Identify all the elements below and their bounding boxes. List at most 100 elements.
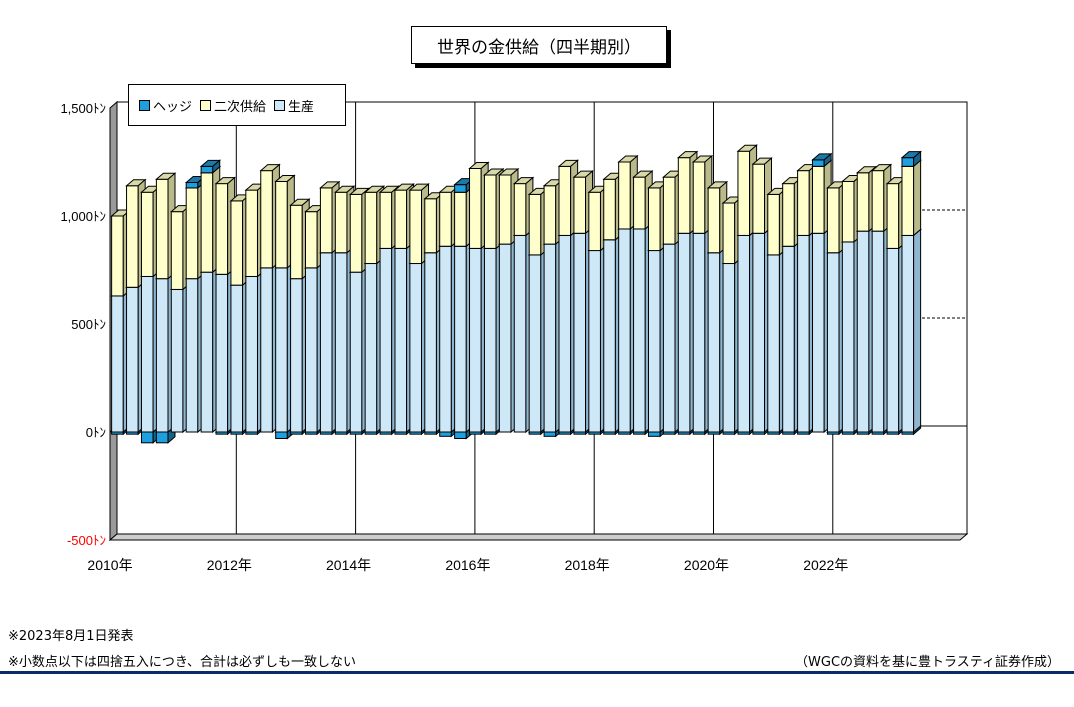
- bar-secondary-2010Q2: [126, 185, 139, 288]
- bar-secondary-2010Q1: [111, 215, 124, 297]
- bar-secondary-2017Q3: [558, 165, 572, 236]
- legend-swatch-hedge: [139, 99, 150, 111]
- bar-secondary-2013Q3: [319, 187, 333, 254]
- note-source: （WGCの資料を基に豊トラスティ証券作成）: [795, 655, 1060, 670]
- bar-secondary-2022Q3: [856, 172, 870, 232]
- bar-hedge-top-2021Q4: [812, 159, 825, 167]
- bar-secondary-2015Q3: [439, 191, 452, 247]
- bar-production-2014Q1: [349, 271, 363, 433]
- bar-hedge-2015Q3: [439, 431, 452, 437]
- bar-production-2014Q3: [379, 247, 393, 433]
- footer-rule: [0, 671, 1074, 674]
- bar-secondary-2021Q2: [782, 183, 795, 247]
- bar-production-2019Q1: [647, 250, 661, 433]
- bar-secondary-2012Q4: [275, 180, 288, 269]
- bar-hedge-top-2023Q2-side: [913, 150, 922, 168]
- bar-secondary-2015Q4: [454, 191, 467, 247]
- bar-secondary-2012Q3: [260, 170, 273, 269]
- x-tick-label-1: 2012年: [207, 557, 252, 573]
- bar-hedge-2019Q1: [647, 431, 661, 437]
- bar-secondary-2022Q2: [841, 180, 855, 243]
- bar-secondary-2011Q2: [185, 187, 199, 280]
- bar-secondary-2023Q2-side: [913, 159, 922, 237]
- bar-production-2022Q3: [856, 230, 870, 433]
- bar-secondary-2010Q3: [140, 191, 154, 277]
- bar-production-2017Q1: [528, 254, 542, 433]
- bar-secondary-2022Q4: [871, 170, 885, 232]
- plot-floor: [108, 533, 969, 541]
- bar-production-2018Q1: [588, 250, 601, 433]
- bar-secondary-2019Q1: [647, 187, 661, 252]
- bar-production-2012Q1: [230, 284, 244, 433]
- bar-production-2021Q3: [797, 234, 810, 433]
- bar-secondary-2018Q3: [618, 161, 631, 230]
- legend-item-production: 生産: [274, 96, 314, 115]
- bar-secondary-2012Q2: [245, 189, 258, 277]
- bar-secondary-2014Q1: [349, 193, 363, 273]
- bar-production-2017Q3: [558, 234, 572, 433]
- bar-production-2023Q2: [901, 234, 915, 433]
- bar-hedge-top-2011Q2: [185, 182, 199, 189]
- x-tick-label-3: 2016年: [445, 557, 490, 573]
- bar-production-2010Q1: [111, 295, 124, 433]
- bar-production-2022Q2: [841, 241, 855, 433]
- bar-production-2018Q4: [633, 228, 646, 433]
- bar-hedge-top-2011Q3-side: [212, 159, 221, 174]
- bar-secondary-2013Q1: [290, 204, 303, 280]
- bar-production-2016Q3: [498, 243, 512, 433]
- bar-production-2013Q3: [319, 252, 333, 433]
- bar-hedge-2015Q4: [454, 431, 467, 439]
- bar-secondary-2016Q3: [498, 174, 512, 245]
- bar-production-2014Q2: [364, 263, 378, 433]
- bar-production-2015Q1: [409, 263, 423, 433]
- y-tick-label-2: 500ﾄﾝ: [71, 317, 106, 332]
- bar-production-2011Q4: [215, 273, 229, 433]
- bar-secondary-2019Q3: [677, 157, 691, 234]
- bar-production-2020Q4: [752, 232, 765, 433]
- bar-hedge-2010Q4: [155, 431, 169, 444]
- bar-secondary-2020Q2: [722, 202, 736, 265]
- bar-secondary-2017Q4: [573, 176, 587, 234]
- bar-secondary-2018Q1: [588, 191, 601, 252]
- bar-hedge-2012Q4: [275, 431, 288, 439]
- note-rounding: ※小数点以下は四捨五入につき、合計は必ずしも一致しない: [8, 655, 356, 670]
- bar-secondary-2018Q2: [603, 178, 616, 241]
- bar-secondary-2021Q4: [812, 165, 825, 234]
- chart-title-box: 世界の金供給（四半期別）: [411, 26, 667, 64]
- bar-secondary-2023Q2: [901, 165, 915, 236]
- y-tick-label-1: 1,000ﾄﾝ: [60, 209, 106, 224]
- bar-secondary-2012Q1: [230, 200, 244, 286]
- bar-secondary-2010Q4: [155, 178, 169, 280]
- x-tick-label-2: 2014年: [326, 557, 371, 573]
- bar-hedge-2010Q3: [140, 431, 154, 444]
- bar-secondary-2015Q2: [424, 198, 437, 254]
- legend-label-hedge: ヘッジ: [153, 99, 193, 115]
- bar-secondary-2020Q4: [752, 163, 765, 234]
- bar-production-2019Q3: [677, 232, 691, 433]
- bar-production-2013Q2: [305, 267, 318, 433]
- chart-legend: ヘッジ 二次供給 生産: [128, 84, 346, 126]
- bar-hedge-top-2015Q4: [454, 184, 467, 193]
- bar-secondary-2016Q2: [483, 174, 497, 249]
- bar-production-2012Q2: [245, 275, 258, 433]
- legend-label-production: 生産: [288, 99, 315, 115]
- bar-production-2018Q2: [603, 239, 616, 433]
- bar-production-2021Q2: [782, 245, 795, 433]
- legend-label-secondary: 二次供給: [214, 99, 267, 115]
- bar-production-2019Q2: [662, 243, 676, 433]
- bar-production-2020Q1: [707, 252, 721, 433]
- bar-secondary-2020Q1: [707, 187, 721, 254]
- bar-production-2011Q2: [185, 278, 199, 433]
- bar-production-2010Q4: [155, 278, 169, 433]
- bar-production-2022Q4: [871, 230, 885, 433]
- bar-production-2019Q4: [692, 232, 706, 433]
- bar-production-2022Q1: [826, 252, 840, 433]
- bar-production-2018Q3: [618, 228, 631, 433]
- bar-secondary-2014Q2: [364, 191, 378, 265]
- bar-secondary-2011Q4: [215, 183, 229, 275]
- bar-hedge-2017Q2: [543, 431, 557, 437]
- bar-production-2021Q1: [767, 254, 780, 433]
- bar-production-2012Q4: [275, 267, 288, 433]
- bar-secondary-2023Q1: [886, 183, 900, 249]
- y-tick-label-3: 0ﾄﾝ: [86, 425, 106, 440]
